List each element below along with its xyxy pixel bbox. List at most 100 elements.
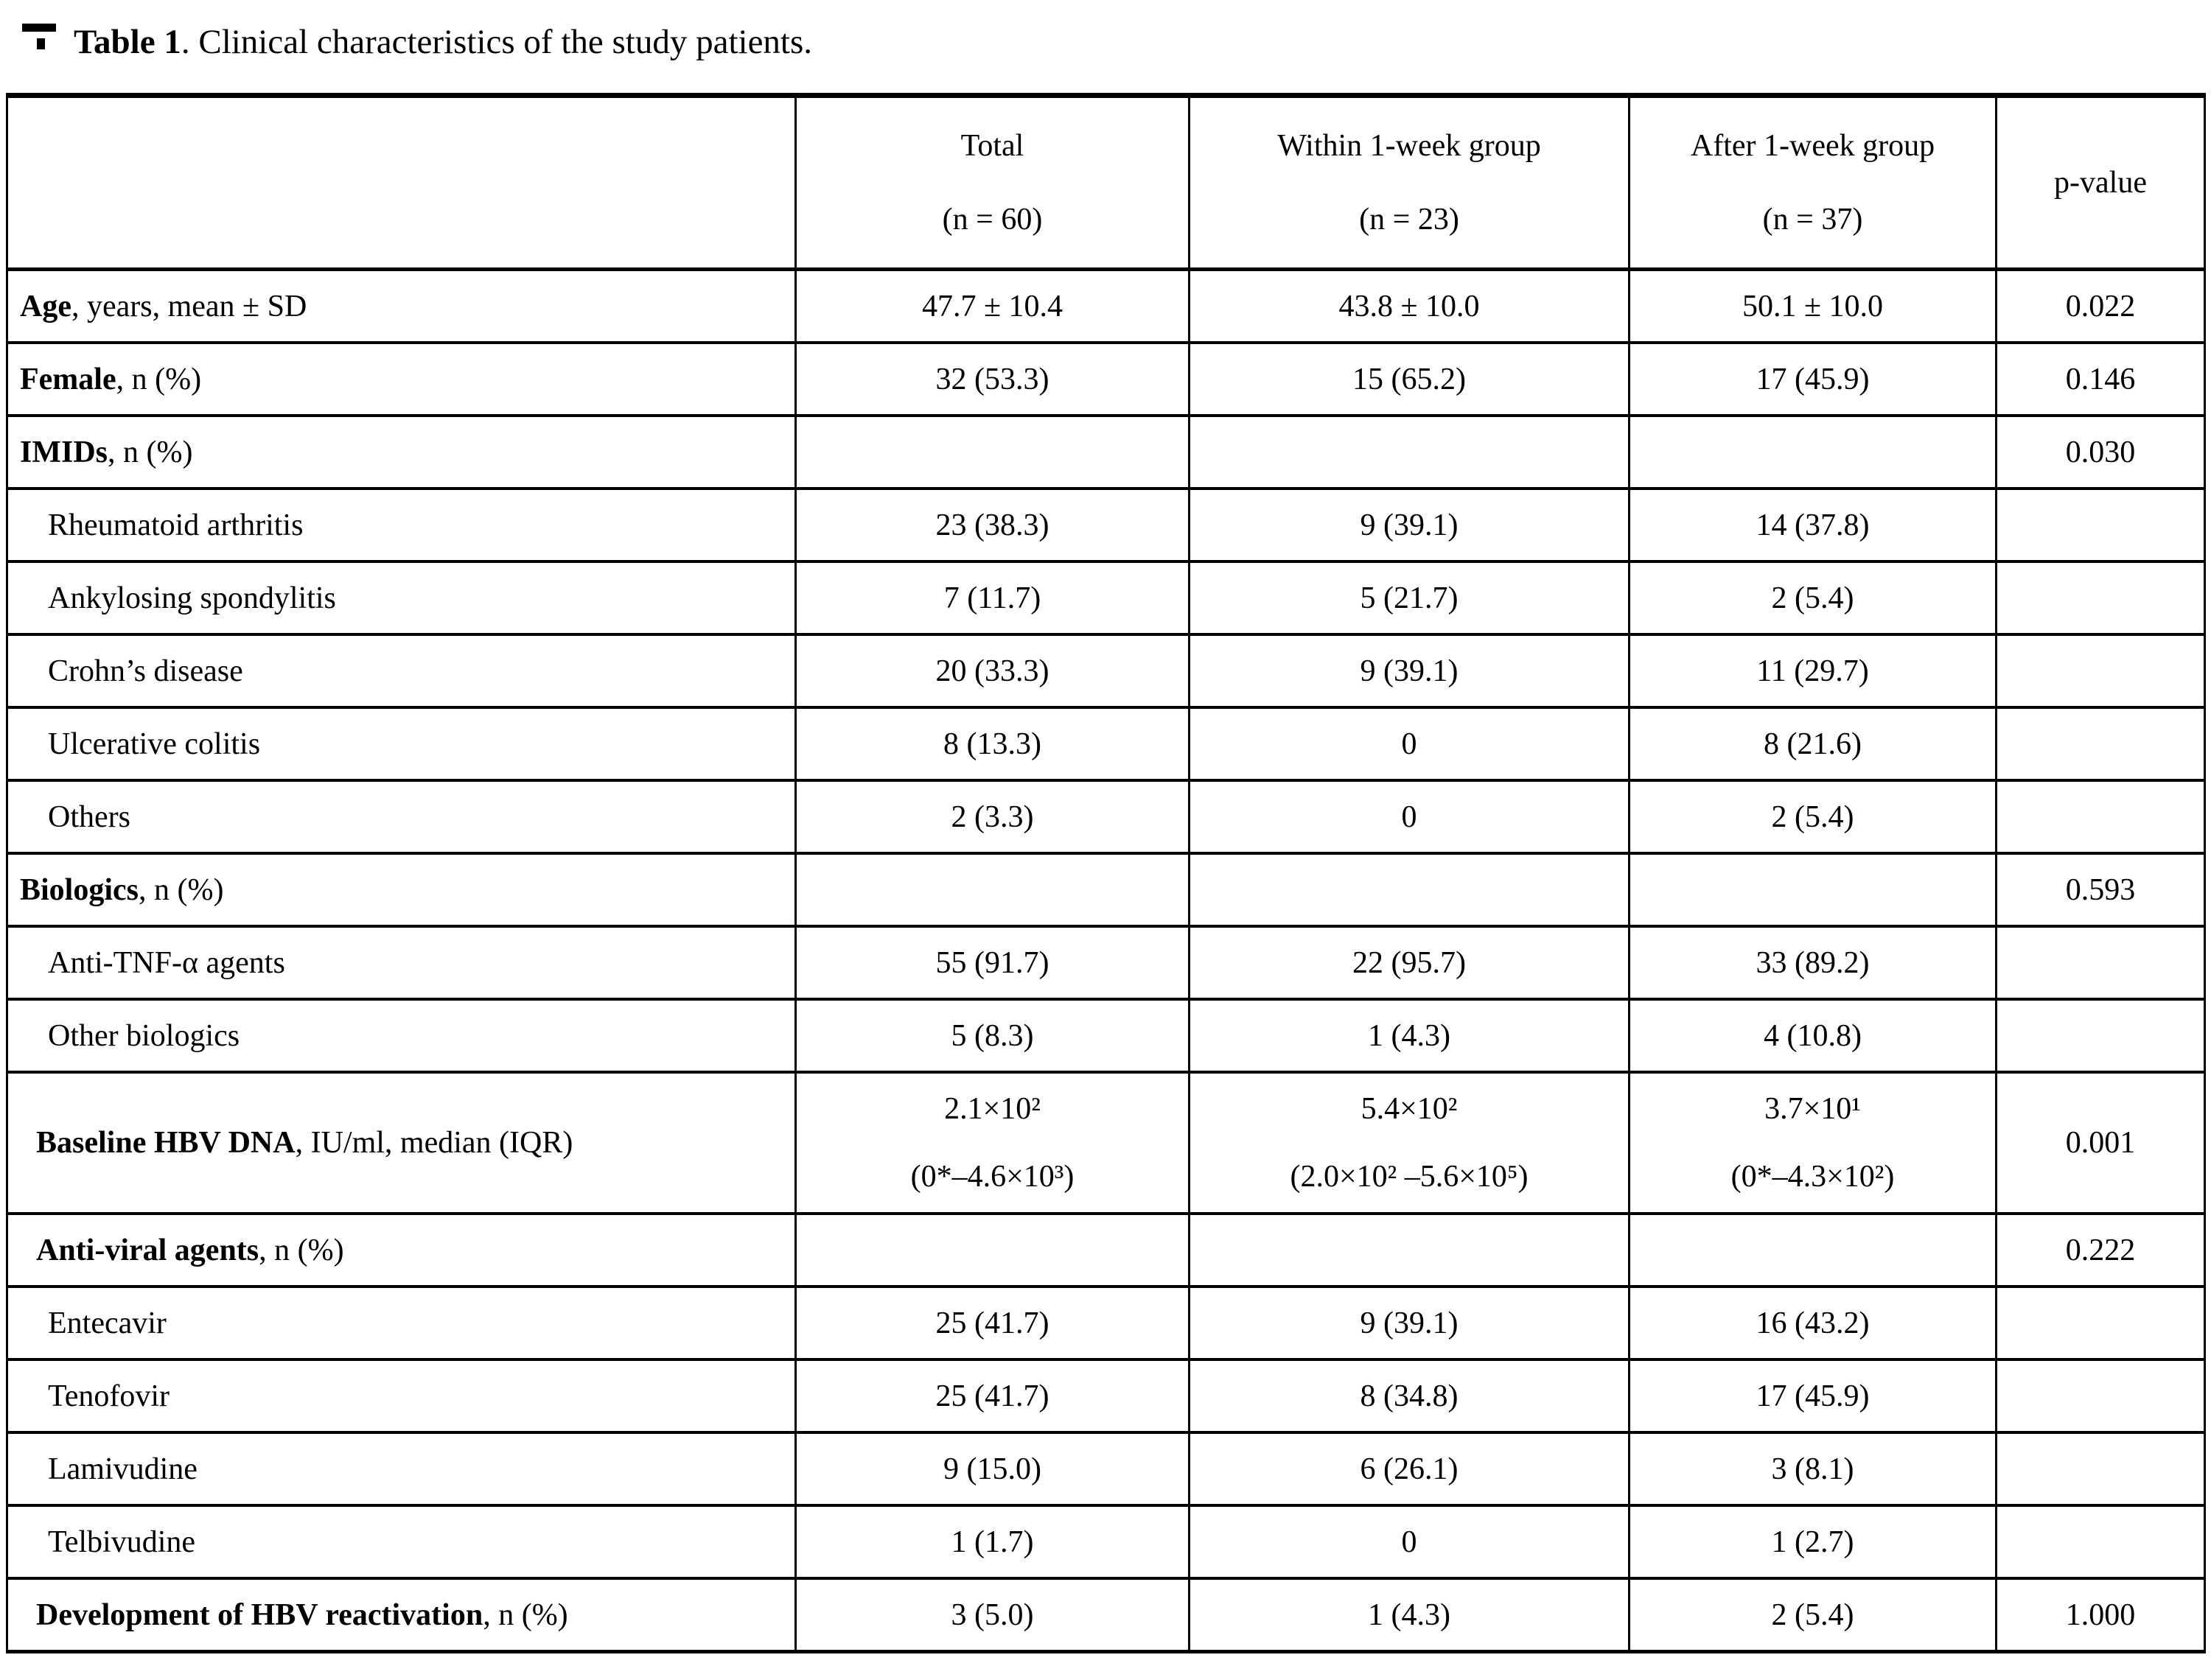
cell-after bbox=[1628, 1212, 1997, 1288]
row-label-text: Rheumatoid arthritis bbox=[48, 508, 304, 542]
table-row: Development of HBV reactivation, n (%) 3… bbox=[6, 1577, 2206, 1653]
row-label-text: Anti-TNF-α agents bbox=[48, 945, 285, 980]
cell-pvalue bbox=[1995, 560, 2206, 636]
cell-within: 5.4×10² (2.0×10² –5.6×10⁵) bbox=[1188, 1071, 1630, 1215]
row-label-bold: Anti-viral agents bbox=[36, 1233, 259, 1267]
row-label-bold: Age bbox=[20, 289, 71, 323]
table-row: Ulcerative colitis 8 (13.3) 0 8 (21.6) bbox=[6, 706, 2206, 782]
cell-within bbox=[1188, 414, 1630, 490]
row-label-text: , n (%) bbox=[259, 1233, 344, 1267]
cell-after-line1: 3.7×10¹ bbox=[1764, 1092, 1861, 1126]
row-label: Baseline HBV DNA, IU/ml, median (IQR) bbox=[6, 1071, 797, 1215]
cell-total: 5 (8.3) bbox=[794, 998, 1190, 1074]
row-label: Other biologics bbox=[6, 998, 797, 1074]
table-row: Baseline HBV DNA, IU/ml, median (IQR) 2.… bbox=[6, 1071, 2206, 1215]
row-label: Crohn’s disease bbox=[6, 633, 797, 709]
cell-pvalue bbox=[1995, 1431, 2206, 1507]
row-label-text: Telbivudine bbox=[48, 1525, 196, 1559]
cell-total-line2: (0*–4.6×10³) bbox=[910, 1160, 1075, 1194]
header-total-line2: (n = 60) bbox=[942, 203, 1043, 237]
row-label-bold: Female bbox=[20, 362, 116, 396]
header-within-group: Within 1-week group (n = 23) bbox=[1188, 94, 1630, 271]
cell-pvalue: 0.001 bbox=[1995, 1071, 2206, 1215]
cell-within: 0 bbox=[1188, 779, 1630, 855]
row-label: Anti-viral agents, n (%) bbox=[6, 1212, 797, 1288]
row-label-text: Ankylosing spondylitis bbox=[48, 581, 336, 615]
row-label-text: Tenofovir bbox=[48, 1379, 170, 1413]
cell-total bbox=[794, 414, 1190, 490]
cell-total: 8 (13.3) bbox=[794, 706, 1190, 782]
cell-within: 22 (95.7) bbox=[1188, 925, 1630, 1001]
table-row: Others 2 (3.3) 0 2 (5.4) bbox=[6, 779, 2206, 855]
row-label-text: , years, mean ± SD bbox=[71, 289, 307, 323]
table-row: Anti-TNF-α agents 55 (91.7) 22 (95.7) 33… bbox=[6, 925, 2206, 1001]
cell-pvalue: 1.000 bbox=[1995, 1577, 2206, 1653]
cell-within bbox=[1188, 852, 1630, 928]
row-label: Tenofovir bbox=[6, 1358, 797, 1434]
table-row: Age, years, mean ± SD 47.7 ± 10.4 43.8 ±… bbox=[6, 267, 2206, 344]
cell-pvalue bbox=[1995, 1358, 2206, 1434]
cell-total: 3 (5.0) bbox=[794, 1577, 1190, 1653]
cell-total: 7 (11.7) bbox=[794, 560, 1190, 636]
cell-total: 2.1×10² (0*–4.6×10³) bbox=[794, 1071, 1190, 1215]
cell-total: 2 (3.3) bbox=[794, 779, 1190, 855]
row-label-text: Crohn’s disease bbox=[48, 654, 243, 688]
header-after-line2: (n = 37) bbox=[1762, 203, 1863, 237]
header-within-line2: (n = 23) bbox=[1359, 203, 1459, 237]
cell-after: 2 (5.4) bbox=[1628, 560, 1997, 636]
cell-within: 9 (39.1) bbox=[1188, 1285, 1630, 1361]
header-pvalue: p-value bbox=[1995, 94, 2206, 271]
header-after-group: After 1-week group (n = 37) bbox=[1628, 94, 1997, 271]
row-label-text: Lamivudine bbox=[48, 1452, 198, 1486]
clinical-characteristics-table: Total (n = 60) Within 1-week group (n = 23… bbox=[6, 93, 2206, 1653]
row-label-bold: IMIDs bbox=[20, 435, 108, 469]
row-label-text: , n (%) bbox=[116, 362, 202, 396]
cell-within: 9 (39.1) bbox=[1188, 487, 1630, 563]
table-row: Anti-viral agents, n (%) 0.222 bbox=[6, 1212, 2206, 1288]
cell-within-line2: (2.0×10² –5.6×10⁵) bbox=[1290, 1160, 1529, 1194]
cell-after: 2 (5.4) bbox=[1628, 1577, 1997, 1653]
cell-within bbox=[1188, 1212, 1630, 1288]
cell-after: 16 (43.2) bbox=[1628, 1285, 1997, 1361]
cell-after: 1 (2.7) bbox=[1628, 1504, 1997, 1580]
cell-pvalue: 0.222 bbox=[1995, 1212, 2206, 1288]
row-label-bold: Development of HBV reactivation bbox=[36, 1597, 483, 1632]
cell-after bbox=[1628, 852, 1997, 928]
row-label: Ankylosing spondylitis bbox=[6, 560, 797, 636]
row-label: Others bbox=[6, 779, 797, 855]
cell-within: 43.8 ± 10.0 bbox=[1188, 267, 1630, 344]
cell-pvalue bbox=[1995, 925, 2206, 1001]
row-label-text: Others bbox=[48, 799, 130, 834]
header-within-line1: Within 1-week group bbox=[1277, 129, 1541, 163]
table-row: Crohn’s disease 20 (33.3) 9 (39.1) 11 (2… bbox=[6, 633, 2206, 709]
cell-total: 55 (91.7) bbox=[794, 925, 1190, 1001]
cell-pvalue bbox=[1995, 487, 2206, 563]
cell-within: 0 bbox=[1188, 1504, 1630, 1580]
table-title-number: Table 1 bbox=[74, 23, 181, 61]
row-label-text: , IU/ml, median (IQR) bbox=[295, 1126, 573, 1160]
row-label: Lamivudine bbox=[6, 1431, 797, 1507]
row-label-text: , n (%) bbox=[108, 435, 193, 469]
cell-after: 8 (21.6) bbox=[1628, 706, 1997, 782]
cell-within: 8 (34.8) bbox=[1188, 1358, 1630, 1434]
row-label-text: , n (%) bbox=[483, 1597, 568, 1632]
row-label: Telbivudine bbox=[6, 1504, 797, 1580]
cell-after: 2 (5.4) bbox=[1628, 779, 1997, 855]
table-row: Lamivudine 9 (15.0) 6 (26.1) 3 (8.1) bbox=[6, 1431, 2206, 1507]
table-row: Ankylosing spondylitis 7 (11.7) 5 (21.7)… bbox=[6, 560, 2206, 636]
cell-pvalue: 0.022 bbox=[1995, 267, 2206, 344]
table-row: Telbivudine 1 (1.7) 0 1 (2.7) bbox=[6, 1504, 2206, 1580]
cell-total: 9 (15.0) bbox=[794, 1431, 1190, 1507]
cell-after: 17 (45.9) bbox=[1628, 1358, 1997, 1434]
header-total-line1: Total bbox=[960, 129, 1024, 163]
cell-after-line2: (0*–4.3×10²) bbox=[1730, 1160, 1895, 1194]
cell-after: 50.1 ± 10.0 bbox=[1628, 267, 1997, 344]
cell-total: 25 (41.7) bbox=[794, 1358, 1190, 1434]
cell-total: 23 (38.3) bbox=[794, 487, 1190, 563]
cell-pvalue bbox=[1995, 1285, 2206, 1361]
cell-pvalue bbox=[1995, 998, 2206, 1074]
row-label: Female, n (%) bbox=[6, 341, 797, 417]
cell-pvalue: 0.146 bbox=[1995, 341, 2206, 417]
cell-within: 1 (4.3) bbox=[1188, 1577, 1630, 1653]
cell-total: 20 (33.3) bbox=[794, 633, 1190, 709]
